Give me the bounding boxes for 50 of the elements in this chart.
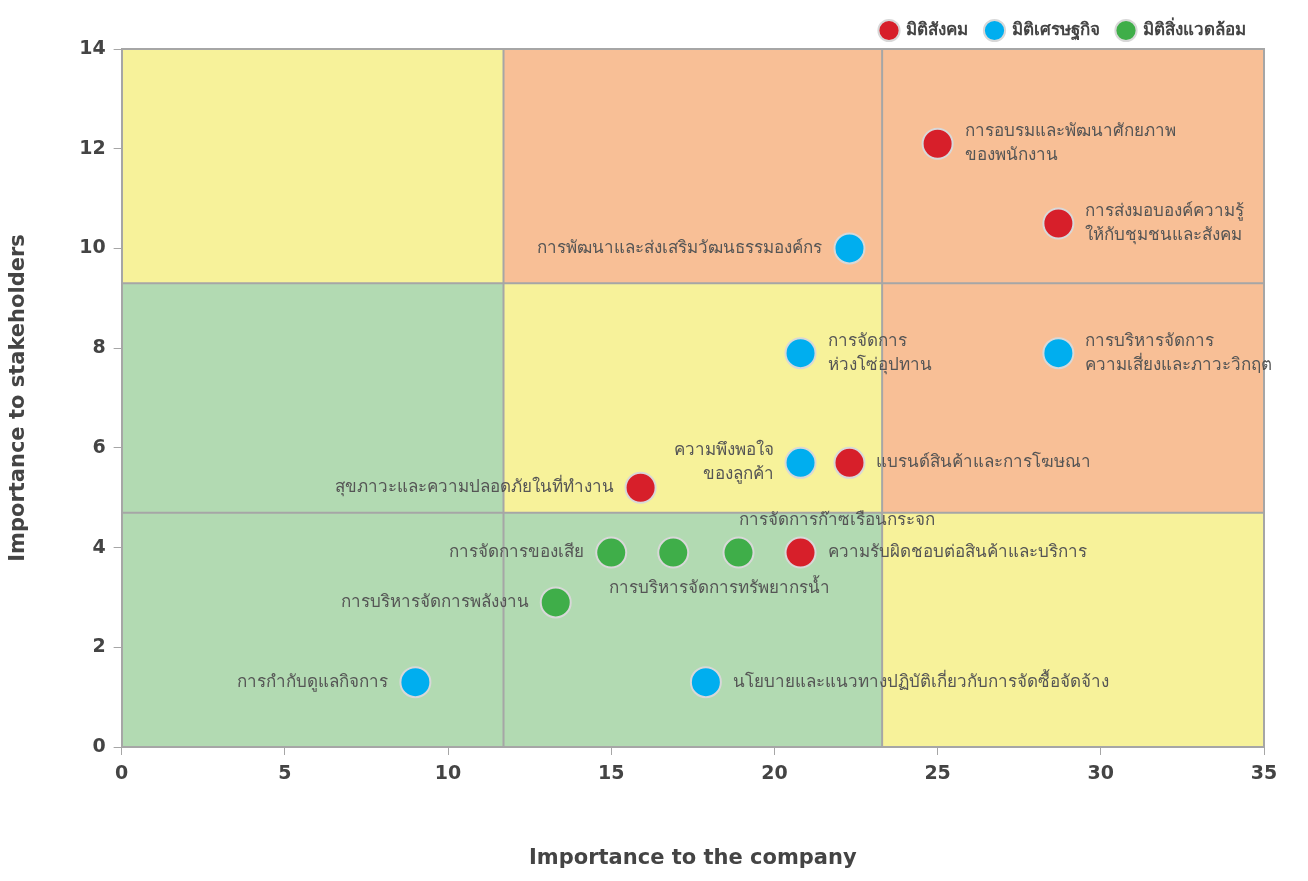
- x-tick-label: 25: [924, 761, 951, 784]
- point: [657, 536, 690, 569]
- point: [784, 446, 817, 479]
- point: [1042, 207, 1075, 240]
- annotation: การบริหารจัดการทรัพยากรน้ำ: [609, 574, 831, 597]
- point: [624, 471, 657, 504]
- point: [1042, 337, 1075, 370]
- y-tick-label: 12: [79, 135, 106, 158]
- legend-label: มิติสังคม: [906, 18, 968, 39]
- annotation: ความพึงพอใจ ของลูกค้า: [673, 439, 774, 485]
- point: [689, 666, 722, 699]
- legend-label: มิติสิ่งแวดล้อม: [1143, 16, 1246, 39]
- y-tick-label: 6: [92, 434, 106, 457]
- annotation: การจัดการก๊าซเรือนกระจก: [738, 508, 935, 529]
- x-tick-label: 5: [278, 761, 292, 784]
- annotation: การบริหารจัดการพลังงาน: [340, 590, 529, 611]
- x-axis-title: Importance to the company: [529, 844, 857, 869]
- annotation: การจัดการของเสีย: [449, 540, 585, 561]
- y-tick-label: 0: [92, 733, 106, 756]
- y-axis-title: Importance to stakeholders: [5, 234, 30, 562]
- point: [784, 337, 817, 370]
- annotation: ความรับผิดชอบต่อสินค้าและบริการ: [827, 540, 1087, 561]
- legend-label: มิติเศรษฐกิจ: [1011, 18, 1100, 41]
- point: [722, 536, 755, 569]
- y-tick-label: 10: [79, 235, 106, 258]
- y-tick-label: 8: [92, 335, 106, 358]
- annotation: สุขภาวะและความปลอดภัยในที่ทำงาน: [334, 474, 614, 498]
- annotation: แบรนด์สินค้าและการโฆษณา: [876, 451, 1092, 472]
- x-tick-label: 30: [1087, 761, 1115, 784]
- x-tick-label: 0: [115, 761, 129, 784]
- annotation: นโยบายและแนวทางปฏิบัติเกี่ยวกับการจัดซื้อจัดจ้าง: [732, 668, 1109, 691]
- point: [921, 127, 954, 160]
- annotation: การอบรมและพัฒนาศักยภาพ ของพนักงาน: [964, 120, 1176, 165]
- y-tick-label: 2: [92, 634, 106, 657]
- annotation: การจัดการ ห่วงโซ่อุปทาน: [827, 329, 932, 375]
- x-tick-label: 10: [434, 761, 462, 784]
- point: [784, 536, 817, 569]
- annotation: การพัฒนาและส่งเสริมวัฒนธรรมองค์กร: [537, 236, 823, 257]
- annotation: การส่งมอบองค์ความรู้ ให้กับชุมชนและสังคม: [1085, 199, 1245, 245]
- y-tick-label: 14: [79, 35, 106, 58]
- point: [595, 536, 628, 569]
- annotation: การกำกับดูแลกิจการ: [237, 670, 389, 692]
- point: [833, 232, 866, 265]
- x-tick-label: 20: [761, 761, 788, 784]
- point: [833, 446, 866, 479]
- x-tick-label: 35: [1250, 761, 1278, 784]
- x-tick-label: 15: [598, 761, 625, 784]
- point: [539, 586, 572, 619]
- point: [399, 666, 432, 699]
- y-tick-label: 4: [92, 534, 106, 557]
